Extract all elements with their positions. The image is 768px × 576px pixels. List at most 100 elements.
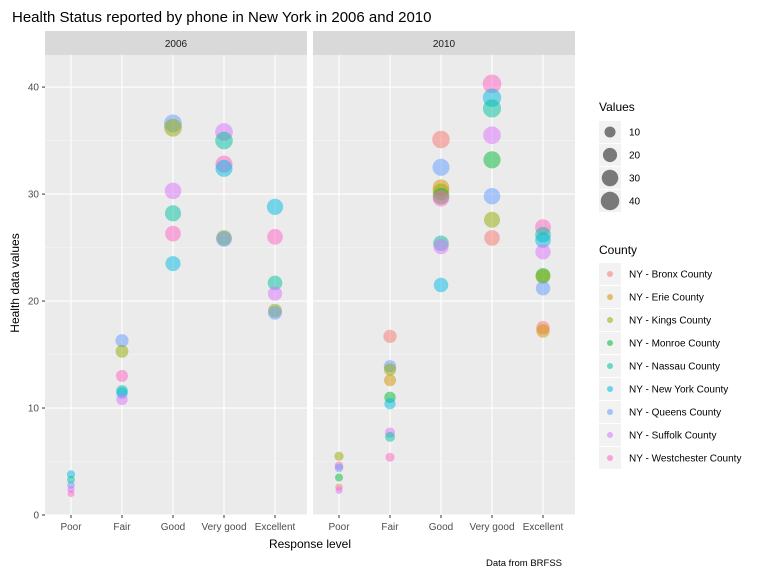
- color-legend-label-suffolk-county: NY - Suffolk County: [629, 431, 716, 442]
- size-legend-key-40: [600, 191, 620, 211]
- color-legend-key-new-york-county: [607, 386, 613, 392]
- point-2010-bronx-county-good: [432, 130, 450, 149]
- point-2010-bronx-county-very-good: [484, 230, 500, 246]
- strip-2006-background: [45, 31, 307, 55]
- x-tick-label-fair: Fair: [381, 522, 399, 533]
- point-2010-erie-county-excellent: [536, 324, 550, 338]
- color-legend-label-nassau-county: NY - Nassau County: [629, 362, 720, 373]
- point-2006-queens-county-very-good: [216, 231, 232, 247]
- y-tick-label: 40: [28, 83, 40, 94]
- color-legend-label-westchester-county: NY - Westchester County: [629, 454, 741, 465]
- color-legend-key-bronx-county: [607, 271, 613, 277]
- point-2006-westchester-county-fair: [115, 369, 129, 382]
- color-legend-label-new-york-county: NY - New York County: [629, 385, 728, 396]
- point-2010-new-york-county-excellent: [535, 232, 551, 248]
- point-2010-new-york-county-good: [433, 277, 449, 293]
- point-2010-queens-county-excellent: [535, 280, 551, 296]
- point-2006-suffolk-county-good: [164, 182, 182, 200]
- chart-title: Health Status reported by phone in New Y…: [12, 9, 431, 26]
- point-2010-kings-county-very-good: [484, 211, 500, 228]
- point-2010-monroe-county-very-good: [483, 151, 501, 169]
- point-2006-westchester-county-poor: [67, 490, 75, 498]
- chart-caption: Data from BRFSS: [486, 558, 562, 569]
- point-2006-suffolk-county-excellent: [267, 286, 283, 301]
- x-tick-label-poor: Poor: [328, 522, 350, 533]
- x-tick-label-good: Good: [429, 522, 453, 533]
- y-axis: 0 10 20 30 40: [28, 83, 45, 522]
- color-legend-key-nassau-county: [607, 363, 613, 369]
- panel-2010: 2010: [313, 31, 575, 516]
- y-tick-label: 10: [28, 404, 40, 415]
- point-2006-queens-county-excellent: [268, 305, 282, 320]
- point-2010-nassau-county-very-good: [482, 99, 502, 118]
- strip-2010-background: [313, 31, 575, 55]
- point-2010-erie-county-fair: [384, 374, 396, 387]
- y-tick-label: 30: [28, 190, 40, 201]
- point-2006-westchester-county-excellent: [267, 229, 283, 245]
- point-2010-suffolk-county-excellent: [535, 244, 551, 260]
- size-legend-key-10: [604, 126, 616, 138]
- point-2010-suffolk-county-good: [433, 238, 449, 255]
- color-legend-label-bronx-county: NY - Bronx County: [629, 270, 712, 281]
- point-2010-westchester-county-fair: [385, 452, 395, 462]
- size-legend-label-10: 10: [629, 128, 641, 139]
- point-2010-new-york-county-fair: [384, 398, 396, 410]
- point-2006-suffolk-county-fair: [116, 393, 128, 406]
- point-2010-monroe-county-poor: [334, 473, 344, 482]
- point-2006-nassau-county-excellent: [267, 275, 283, 291]
- point-2010-queens-county-poor: [334, 463, 344, 473]
- size-legend-key-30: [601, 169, 619, 187]
- point-2010-nassau-county-fair: [385, 431, 395, 442]
- x-tick-label-good: Good: [161, 522, 185, 533]
- strip-2006-label: 2006: [165, 39, 188, 50]
- x-tick-label-very-good: Very good: [201, 522, 246, 533]
- color-legend-key-suffolk-county: [607, 432, 613, 438]
- color-legend-label-queens-county: NY - Queens County: [629, 408, 721, 419]
- color-legend-key-kings-county: [607, 317, 613, 323]
- size-legend-key-20: [602, 147, 618, 163]
- color-legend: County NY - Bronx County NY - Erie County…: [599, 243, 741, 469]
- y-tick-label: 20: [28, 297, 40, 308]
- color-legend-key-erie-county: [607, 294, 613, 300]
- size-legend-label-20: 20: [629, 151, 641, 162]
- panel-2006: 2006: [45, 31, 307, 516]
- y-axis-title: Health data values: [8, 233, 22, 332]
- point-2010-kings-county-fair: [383, 363, 397, 376]
- x-tick-label-poor: Poor: [60, 522, 82, 533]
- size-legend-label-30: 30: [629, 174, 641, 185]
- color-legend-key-westchester-county: [607, 455, 613, 461]
- x-tick-label-fair: Fair: [113, 522, 131, 533]
- point-2010-bronx-county-fair: [383, 329, 397, 343]
- size-legend-label-40: 40: [629, 197, 641, 208]
- point-2010-westchester-county-good: [432, 190, 450, 207]
- color-legend-label-monroe-county: NY - Monroe County: [629, 339, 720, 350]
- panel-2010-points: [334, 74, 551, 494]
- point-2006-new-york-county-very-good: [215, 159, 233, 177]
- x-axis-title: Response level: [269, 537, 351, 551]
- size-legend: Values 10 20 30 40: [599, 100, 641, 212]
- x-tick-label-excellent: Excellent: [255, 522, 296, 533]
- x-axis-2010: Poor Fair Good Very good Excellent: [328, 515, 564, 533]
- point-2010-kings-county-poor: [334, 451, 344, 461]
- point-2010-queens-county-good: [432, 158, 450, 176]
- strip-2010-label: 2010: [433, 39, 456, 50]
- point-2006-westchester-county-good: [165, 225, 181, 242]
- point-2006-kings-county-good: [164, 118, 182, 137]
- point-2006-nassau-county-poor: [67, 475, 75, 484]
- point-2010-kings-county-excellent: [535, 269, 551, 284]
- color-legend-label-kings-county: NY - Kings County: [629, 316, 711, 327]
- point-2006-new-york-county-good: [165, 256, 181, 272]
- point-2006-new-york-county-excellent: [266, 198, 284, 216]
- x-tick-label-excellent: Excellent: [523, 522, 564, 533]
- point-2010-suffolk-county-very-good: [483, 126, 501, 145]
- point-2010-queens-county-very-good: [483, 187, 501, 205]
- color-legend-title: County: [599, 243, 637, 257]
- y-tick-label: 0: [33, 511, 39, 522]
- color-legend-key-queens-county: [607, 409, 613, 415]
- color-legend-label-erie-county: NY - Erie County: [629, 293, 704, 304]
- point-2006-kings-county-fair: [115, 344, 129, 358]
- size-legend-title: Values: [599, 100, 635, 114]
- x-axis-2006: Poor Fair Good Very good Excellent: [60, 515, 296, 533]
